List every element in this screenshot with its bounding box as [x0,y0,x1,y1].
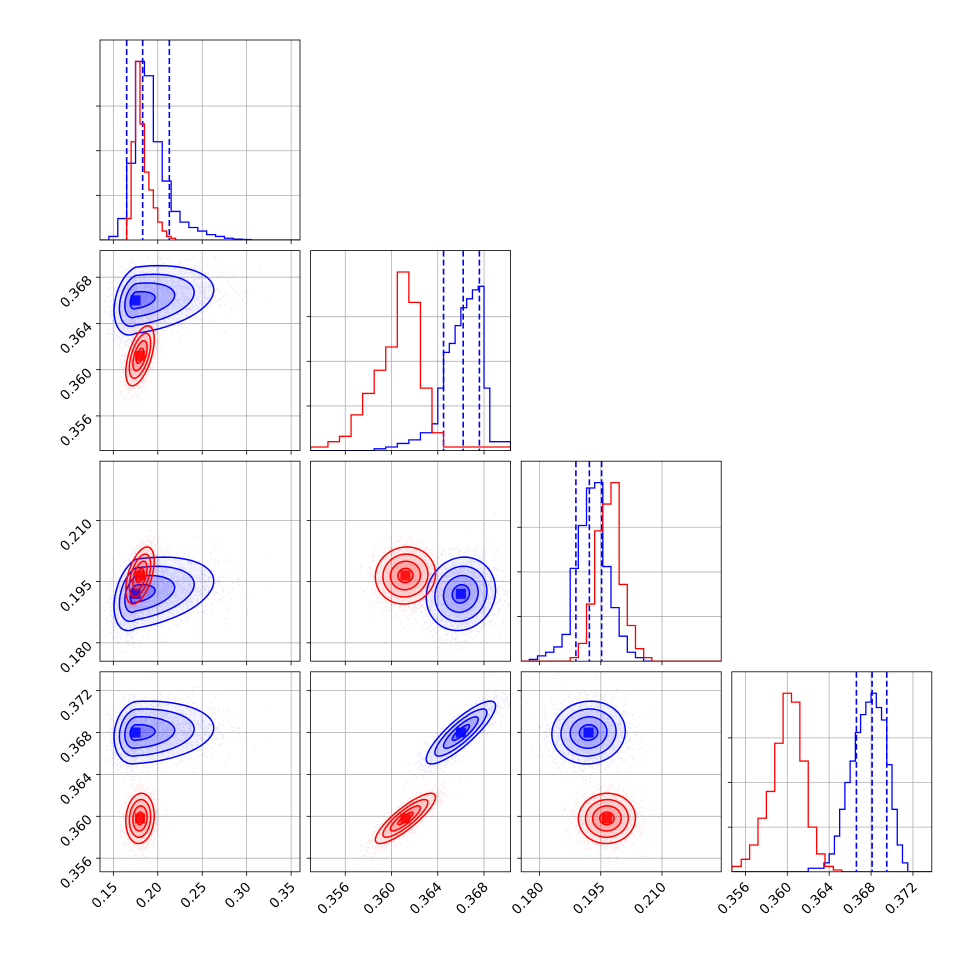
x-tick-label: 0.368 [840,879,879,918]
axes-frame [310,460,512,662]
x-tick-label: 0.356 [715,879,754,918]
x-tick-label: 0.30 [222,879,255,912]
y-tick-label: 0.372 [57,686,96,725]
x-tick-label: 0.360 [361,879,400,918]
y-tick-label: 0.356 [57,411,96,450]
y-tick-label: 0.368 [57,273,96,312]
histogram-series-1 [310,271,511,451]
density-peak-series-0 [130,727,141,738]
axes-frame [99,671,301,873]
scatter-points-series-0 [100,251,267,372]
axes-frame [99,39,301,241]
density-peak-series-0 [130,588,141,599]
axes-frame [520,460,722,662]
scatter-points-series-0 [100,676,267,784]
scatter-points-series-0 [100,507,267,654]
histogram-series-1 [521,481,722,662]
density-peak-series-0 [130,295,141,306]
panel-3-1: 0.356 0.360 0.364 0.368 [306,671,512,918]
panel-2-0: 0.180 0.195 0.210 [57,460,301,677]
density-peak-series-0 [455,727,466,738]
histogram-series-0 [521,481,722,662]
density-peak-series-1 [400,570,411,581]
x-tick-label: 0.360 [756,879,795,918]
x-tick-label: 0.356 [314,879,353,918]
panel-1-1 [306,250,512,455]
density-peak-series-1 [601,813,612,824]
contour-series-0 [118,273,195,328]
density-peak-series-0 [455,588,466,599]
y-tick-label: 0.364 [57,319,96,358]
x-tick-label: 0.364 [407,879,446,918]
x-tick-label: 0.180 [509,879,548,918]
y-tick-label: 0.364 [57,770,96,809]
histogram-series-0 [100,60,300,240]
x-tick-label: 0.210 [631,879,670,918]
histogram-series-0 [310,285,511,451]
x-tick-label: 0.20 [133,879,166,912]
y-tick-label: 0.360 [57,365,96,404]
panel-2-2 [517,460,722,666]
x-tick-label: 0.25 [177,879,210,912]
x-tick-label: 0.372 [882,879,921,918]
scatter-points-series-0 [402,512,511,653]
axes-frame [310,671,512,873]
contour-series-0 [118,708,195,757]
y-tick-label: 0.210 [57,516,96,555]
y-tick-label: 0.195 [57,577,96,616]
histogram-series-1 [731,692,932,872]
axes-frame [99,460,301,662]
histogram-series-0 [731,692,932,872]
axes-frame [99,250,301,452]
density-peak-series-1 [400,813,411,824]
y-tick-label: 0.180 [57,638,96,677]
density-peak-series-1 [135,570,145,581]
axes-frame [731,671,933,873]
x-tick-label: 0.35 [266,879,299,912]
density-peak-series-0 [583,727,594,738]
y-tick-label: 0.356 [57,854,96,893]
scatter-points-series-1 [359,527,472,625]
x-tick-label: 0.195 [570,879,609,918]
x-tick-label: 0.364 [798,879,837,918]
panel-3-0: 0.15 0.20 0.25 0.30 0.35 0.3560.3600.3640.368… [57,671,301,912]
panel-2-1 [306,460,512,666]
histogram-series-1 [100,60,300,240]
panel-0-0 [96,39,301,244]
y-tick-label: 0.368 [57,728,96,767]
x-tick-label: 0.15 [89,879,122,912]
density-peak-series-1 [135,350,145,361]
x-tick-label: 0.368 [453,879,492,918]
axes-frame [310,250,512,452]
panel-3-2: 0.180 0.195 0.210 [509,671,722,918]
density-peak-series-1 [135,813,145,824]
axes-frame [520,671,722,873]
panel-3-3: 0.356 0.360 0.364 0.368 0.372 [715,671,933,918]
panel-1-0: 0.356 0.360 0.364 0.368 [57,250,301,455]
y-tick-label: 0.360 [57,812,96,851]
